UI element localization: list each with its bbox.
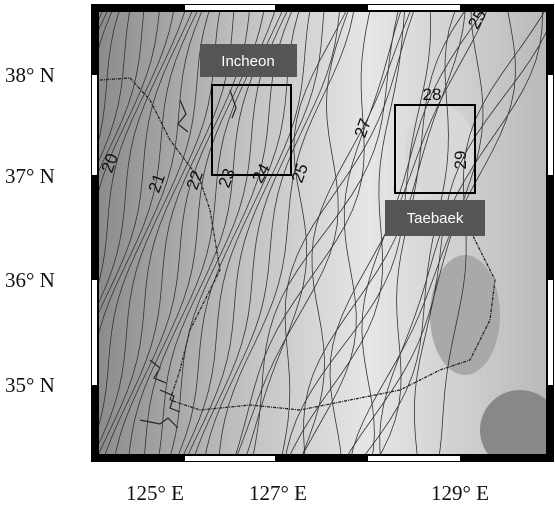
contour-label: 29 [451,151,470,170]
region-label: Taebaek [407,210,464,227]
lat-label: 38° N [5,63,55,87]
lat-label: 36° N [5,268,55,292]
lat-label: 35° N [5,373,55,397]
lon-label: 127° E [249,481,307,505]
region-label: Incheon [221,53,274,70]
contour-label: 28 [423,85,442,104]
lon-label: 129° E [431,481,489,505]
lon-label: 125° E [126,481,184,505]
lat-label: 37° N [5,164,55,188]
map: Incheon Taebaek 38° N 37° N 36° N 35° N 125°… [0,0,555,506]
